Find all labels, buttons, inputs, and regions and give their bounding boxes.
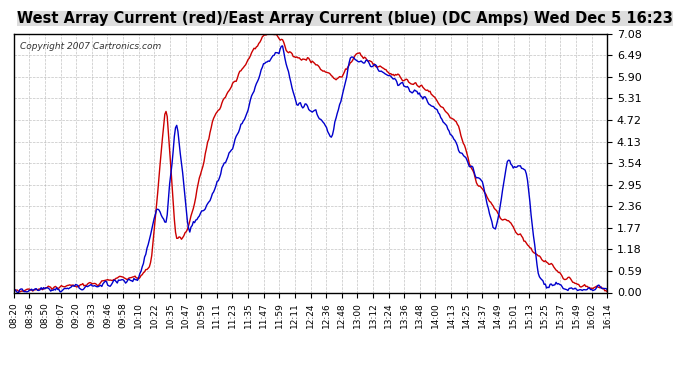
Text: Copyright 2007 Cartronics.com: Copyright 2007 Cartronics.com	[20, 42, 161, 51]
Text: West Array Current (red)/East Array Current (blue) (DC Amps) Wed Dec 5 16:23: West Array Current (red)/East Array Curr…	[17, 11, 673, 26]
